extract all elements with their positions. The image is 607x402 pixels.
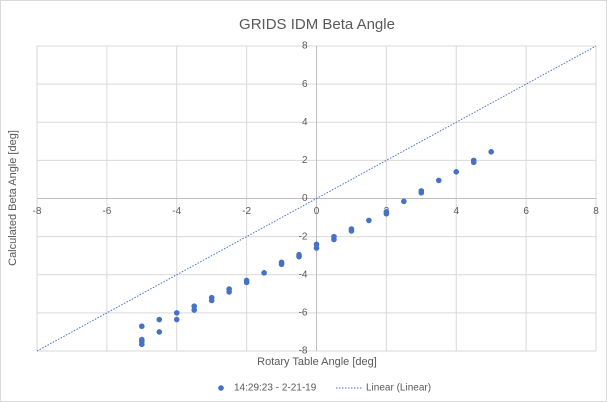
- x-tick-label: 6: [523, 206, 529, 217]
- point: [139, 323, 145, 330]
- x-tick-label: -8: [33, 206, 42, 217]
- y-tick-label: 8: [302, 41, 308, 52]
- point: [156, 329, 163, 335]
- point: [435, 177, 442, 184]
- y-tick-label: 2: [302, 155, 308, 166]
- point: [173, 316, 180, 323]
- trend-line: [36, 45, 597, 352]
- point: [470, 159, 477, 166]
- y-tick-label: -6: [299, 308, 308, 319]
- x-tick-label: 4: [453, 206, 459, 217]
- y-tick-label: 6: [302, 79, 308, 90]
- point: [418, 189, 425, 196]
- x-tick-label: -4: [172, 206, 181, 217]
- point: [453, 169, 460, 175]
- point: [331, 236, 337, 243]
- y-tick-label: 0: [302, 193, 308, 204]
- x-tick-label: -2: [242, 206, 251, 217]
- x-tick-label: 8: [593, 206, 599, 217]
- legend-swatch: [218, 385, 224, 391]
- y-tick-label: -8: [299, 346, 308, 357]
- point: [191, 307, 198, 313]
- x-axis-title: Rotary Table Angle [deg]: [257, 356, 377, 368]
- point: [383, 210, 390, 217]
- x-tick-label: 0: [314, 206, 320, 217]
- point: [139, 341, 145, 348]
- legend-label: 14:29:23 - 2-21-19: [234, 383, 317, 394]
- point: [243, 279, 250, 286]
- y-axis-title: Calculated Beta Angle [deg]: [7, 130, 19, 266]
- point: [348, 228, 355, 234]
- point: [488, 148, 494, 155]
- point: [261, 270, 267, 276]
- point: [313, 245, 320, 251]
- point: [226, 289, 232, 295]
- point: [208, 297, 215, 304]
- y-tick-label: -2: [299, 231, 308, 242]
- point: [366, 217, 372, 224]
- point: [401, 198, 407, 205]
- legend-label: Linear (Linear): [366, 383, 431, 394]
- y-tick-label: 4: [302, 117, 308, 128]
- x-tick-label: -6: [102, 206, 111, 217]
- y-tick-label: -4: [299, 269, 308, 280]
- point: [173, 310, 180, 316]
- chart-title: GRIDS IDM Beta Angle: [239, 16, 395, 33]
- point: [278, 261, 285, 268]
- point: [296, 253, 302, 260]
- point: [156, 316, 163, 323]
